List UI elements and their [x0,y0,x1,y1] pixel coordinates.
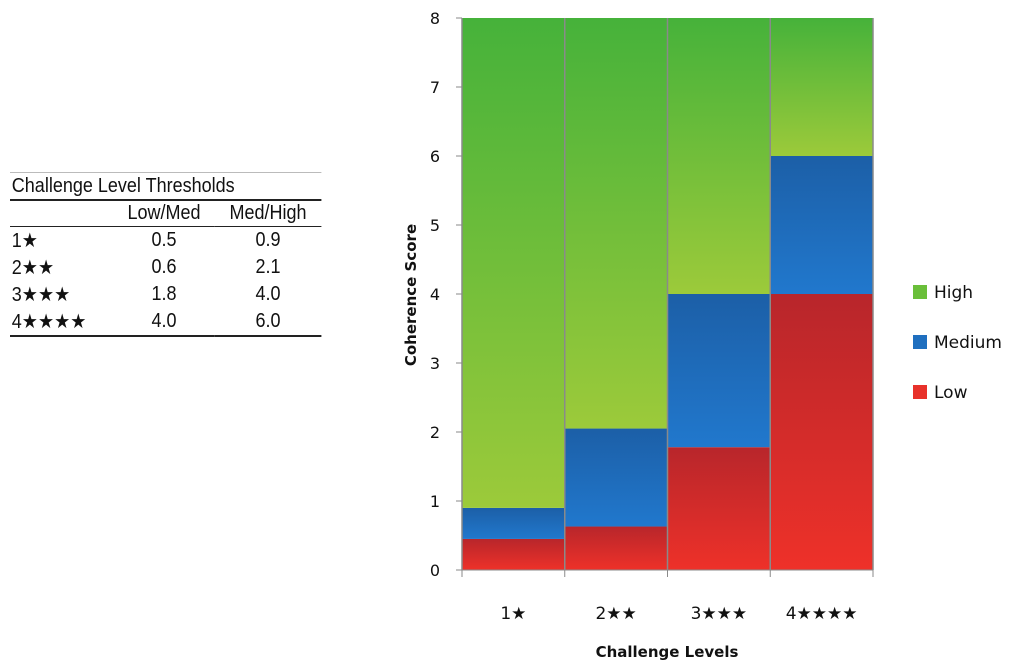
bar-medium-3 [667,294,771,448]
row-low-med: 1.8 [151,283,177,305]
x-axis-label: Challenge Levels [596,643,739,661]
y-tick-label: 1 [430,492,440,511]
row-med-high: 0.9 [255,229,281,251]
legend-label-medium: Medium [934,333,1002,353]
table-caption: Challenge Level Thresholds [10,172,322,201]
row-med-high: 6.0 [255,310,281,332]
bar-high-1 [462,18,565,508]
y-axis: 0 1 2 3 4 5 6 7 8 [430,9,463,580]
y-tick-label: 0 [430,561,440,580]
threshold-table: Challenge Level Thresholds Low/Med Med/H… [10,172,322,337]
row-low-med: 0.5 [151,229,177,251]
x-tick-label: 2★★ [595,604,636,624]
row-low-med: 4.0 [151,310,177,332]
bar-high-3 [667,18,771,294]
bar-medium-4 [770,156,873,294]
legend-swatch-high [913,285,927,299]
row-med-high: 4.0 [255,283,281,305]
bar-low-4 [770,294,873,570]
legend-swatch-low [913,385,927,399]
table-row: 1★ 0.5 0.9 [10,227,321,255]
bar-low-3 [667,447,771,570]
threshold-grid: Low/Med Med/High 1★ 0.5 0.9 2★★ 0.6 2.1 … [10,201,322,337]
bar-high-4 [770,18,873,156]
y-tick-label: 4 [430,285,440,304]
x-tick-label: 4★★★★ [786,604,858,624]
bar-medium-1 [462,507,565,539]
row-level: 2★★ [11,257,55,279]
y-tick-label: 2 [430,423,440,442]
table-header-row: Low/Med Med/High [10,201,322,227]
row-level: 1★ [11,230,38,252]
y-axis-label: Coherence Score [402,224,420,366]
legend-swatch-medium [913,335,927,349]
table-row: 2★★ 0.6 2.1 [10,254,321,281]
x-axis: 1★ 2★★ 3★★★ 4★★★★ [461,569,874,624]
legend-label-low: Low [934,383,968,403]
row-med-high: 2.1 [255,256,281,278]
bar-high-2 [564,18,668,429]
row-level: 3★★★ [11,284,71,306]
table-row: 3★★★ 1.8 4.0 [10,281,321,308]
column-header-level [10,201,114,227]
table-row: 4★★★★ 4.0 6.0 [10,308,321,336]
x-tick-label: 3★★★ [691,604,748,624]
x-tick-label: 1★ [500,604,526,624]
y-tick-label: 8 [430,9,440,28]
row-low-med: 0.6 [151,256,177,278]
row-level: 4★★★★ [11,311,87,333]
legend-label-high: High [934,283,973,303]
y-tick-label: 6 [430,147,440,166]
plot-area [461,18,874,570]
bar-low-2 [564,526,668,570]
legend: High Medium Low [913,283,1002,403]
y-tick-label: 5 [430,216,440,235]
bar-low-1 [462,538,565,570]
column-header-med-high: Med/High [214,201,322,227]
y-tick-label: 7 [430,78,440,97]
y-tick-label: 3 [430,354,440,373]
bar-medium-2 [564,428,668,527]
column-header-low-med: Low/Med [113,201,215,227]
